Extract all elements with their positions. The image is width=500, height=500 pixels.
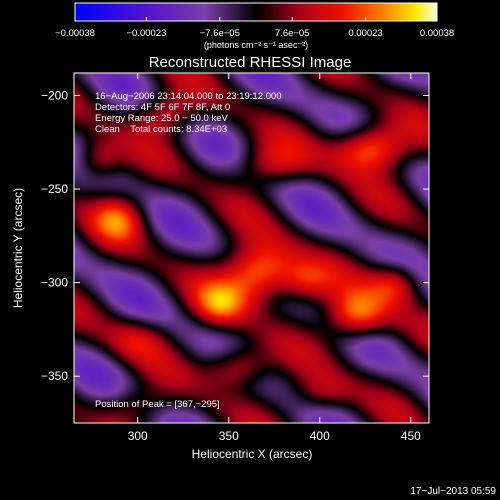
x-tick-label: 400 bbox=[310, 429, 330, 443]
footer-timestamp: 17−Jul−2013 05:59 bbox=[410, 486, 496, 497]
x-tick-label: 300 bbox=[128, 429, 148, 443]
y-axis-label: Heliocentric Y (arcsec) bbox=[11, 188, 25, 308]
y-tick-label: −200 bbox=[41, 88, 68, 102]
peak-position-label: Position of Peak = [367,−295] bbox=[95, 399, 220, 410]
colorbar-tick-label: −7.6e−05 bbox=[200, 28, 240, 39]
colorbar-tick-label: 0.00023 bbox=[348, 28, 382, 39]
colorbar-tick-label: 0.00038 bbox=[420, 28, 454, 39]
plot-frame bbox=[73, 72, 430, 424]
x-tick-label: 350 bbox=[219, 429, 239, 443]
plot-area: 300 350 400 450 −200 −250 −300 −350 bbox=[41, 72, 430, 443]
colorbar-unit-label: (photons cm⁻² s⁻¹ asec⁻²) bbox=[204, 40, 308, 50]
y-tick-label: −350 bbox=[41, 369, 68, 383]
heatmap-image bbox=[74, 73, 429, 423]
colorbar-gradient bbox=[74, 2, 438, 22]
y-tick-label: −300 bbox=[41, 276, 68, 290]
info-line-4: Clean Total counts: 8.34E+03 bbox=[95, 124, 227, 135]
y-tick-label: −250 bbox=[41, 182, 68, 196]
colorbar-tick-label: −0.00023 bbox=[127, 28, 167, 39]
info-line-2: Detectors: 4F 5F 6F 7F 8F, Att 0 bbox=[95, 102, 230, 113]
chart-title: Reconstructed RHESSI Image bbox=[149, 54, 352, 71]
x-tick-label: 450 bbox=[401, 429, 421, 443]
colorbar-tick-label: 7.6e−05 bbox=[275, 28, 310, 39]
x-axis-label: Heliocentric X (arcsec) bbox=[192, 447, 313, 461]
info-line-1: 16−Aug−2006 23:14:04.000 to 23:19:12.000 bbox=[95, 91, 281, 102]
info-line-3: Energy Range: 25.0 − 50.0 keV bbox=[95, 113, 228, 124]
colorbar-tick-label: −0.00038 bbox=[55, 28, 95, 39]
colorbar: −0.00038 −0.00023 −7.6e−05 7.6e−05 0.00023 0.… bbox=[55, 2, 454, 50]
info-block: 16−Aug−2006 23:14:04.000 to 23:19:12.000… bbox=[95, 91, 281, 135]
